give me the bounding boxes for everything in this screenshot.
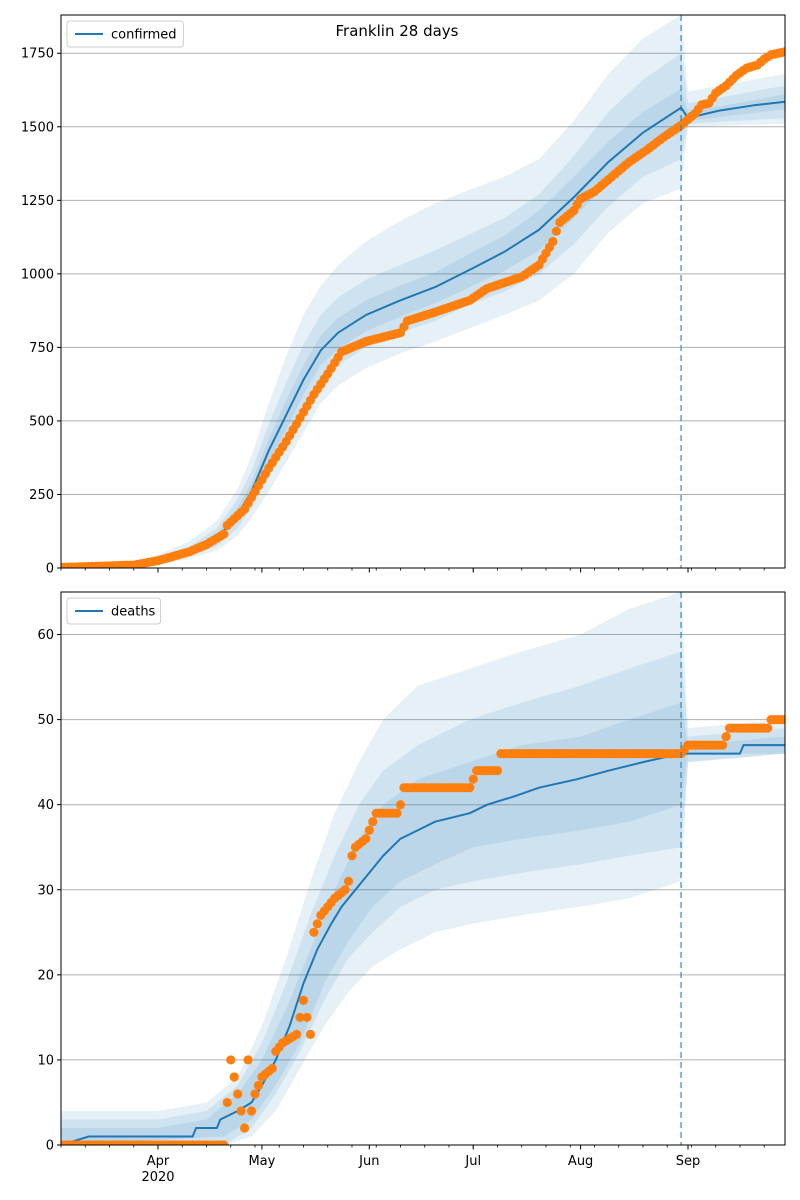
deaths-band-1 <box>61 651 785 1145</box>
deaths-observed-point-68 <box>291 1029 302 1039</box>
deaths-ytick-label-2: 20 <box>37 968 54 983</box>
xtick-sublabel-0: 2020 <box>141 1170 174 1185</box>
deaths-observed-point-52 <box>236 1106 246 1116</box>
xtick-label-2: Jun <box>358 1154 379 1169</box>
confirmed-observed-point-209 <box>780 47 785 57</box>
deaths-observed-point-209 <box>780 715 785 725</box>
deaths-observed-point-82 <box>340 885 350 895</box>
deaths-observed-point-54 <box>243 1055 253 1065</box>
deaths-observed-point-97 <box>392 808 402 818</box>
deaths-observed-point-61 <box>267 1063 277 1074</box>
confirmed-ytick-label-4: 1000 <box>21 267 54 282</box>
deaths-observed-point-56 <box>250 1089 260 1099</box>
deaths-ytick-label-3: 30 <box>37 883 54 898</box>
deaths-observed-point-69 <box>295 1012 305 1022</box>
deaths-axes-frame <box>60 591 786 1146</box>
deaths-observed-point-84 <box>347 851 357 861</box>
xtick-label-4: Aug <box>568 1154 593 1169</box>
deaths-observed-point-204 <box>763 723 773 733</box>
deaths-observed-point-191 <box>718 740 728 750</box>
deaths-observed-point-51 <box>233 1089 243 1099</box>
deaths-observed-point-50 <box>229 1072 239 1082</box>
xtick-label-3: Jul <box>464 1154 481 1169</box>
deaths-observed-point-73 <box>309 927 319 937</box>
deaths-ytick-label-0: 0 <box>46 1139 54 1154</box>
deaths-observed-point-55 <box>246 1106 257 1116</box>
deaths-observed-point-88 <box>361 834 371 844</box>
confirmed-ytick-label-5: 1250 <box>21 194 54 209</box>
confirmed-plot-area <box>61 15 785 568</box>
deaths-legend-box <box>66 597 162 625</box>
chart-title: Franklin 28 days <box>336 22 459 40</box>
deaths-legend-label: deaths <box>111 605 156 620</box>
deaths-observed-point-72 <box>305 1029 316 1039</box>
deaths-observed-point-47 <box>219 1140 229 1145</box>
deaths-observed-point-98 <box>395 800 406 810</box>
confirmed-observed-point-47 <box>219 529 229 539</box>
deaths-plot-area <box>61 592 785 1145</box>
confirmed-observed-point-142 <box>548 236 558 247</box>
deaths-band-2 <box>61 702 785 1145</box>
xtick-label-0: Apr <box>147 1154 170 1169</box>
deaths-observed-point-70 <box>298 995 309 1005</box>
deaths-observed-point-57 <box>253 1080 264 1091</box>
confirmed-legend-box <box>66 20 184 48</box>
deaths-observed-point-49 <box>226 1055 236 1065</box>
deaths-observed-points <box>61 715 785 1145</box>
confirmed-legend-label: confirmed <box>111 28 177 43</box>
deaths-band-0 <box>61 592 785 1145</box>
deaths-observed-point-90 <box>368 817 378 827</box>
confirmed-observed-point-143 <box>551 226 561 236</box>
confirmed-ytick-label-3: 750 <box>29 341 54 356</box>
confirmed-axes-frame <box>60 14 786 569</box>
deaths-observed-point-48 <box>222 1097 232 1108</box>
deaths-legend: deaths <box>66 597 162 625</box>
confirmed-panel: 0 250 500 750 1000 1250 1500 1750 confirmed <box>21 14 786 577</box>
deaths-observed-point-53 <box>239 1123 250 1133</box>
confirmed-ytick-label-1: 250 <box>29 488 54 503</box>
deaths-ytick-label-4: 40 <box>37 798 54 813</box>
deaths-observed-point-83 <box>343 876 354 886</box>
deaths-observed-point-119 <box>468 774 478 784</box>
deaths-observed-point-74 <box>312 919 322 929</box>
confirmed-observed-points <box>61 47 785 568</box>
confirmed-ytick-label-6: 1500 <box>21 120 54 135</box>
deaths-observed-point-71 <box>302 1012 312 1022</box>
confirmed-ytick-label-2: 500 <box>29 414 54 429</box>
confirmed-ytick-label-0: 0 <box>46 562 54 577</box>
xtick-label-5: Sep <box>676 1154 701 1169</box>
confirmed-ytick-label-7: 1750 <box>21 47 54 62</box>
deaths-observed-point-118 <box>465 783 475 793</box>
deaths-ytick-label-1: 10 <box>37 1053 54 1068</box>
xtick-label-1: May <box>248 1154 275 1169</box>
deaths-ytick-label-6: 60 <box>37 628 54 643</box>
deaths-observed-point-126 <box>492 766 503 776</box>
deaths-observed-point-89 <box>364 825 374 835</box>
confirmed-legend: confirmed <box>66 20 184 48</box>
deaths-ytick-label-5: 50 <box>37 713 54 728</box>
deaths-model-line <box>61 744 785 1145</box>
deaths-observed-point-192 <box>721 732 731 742</box>
